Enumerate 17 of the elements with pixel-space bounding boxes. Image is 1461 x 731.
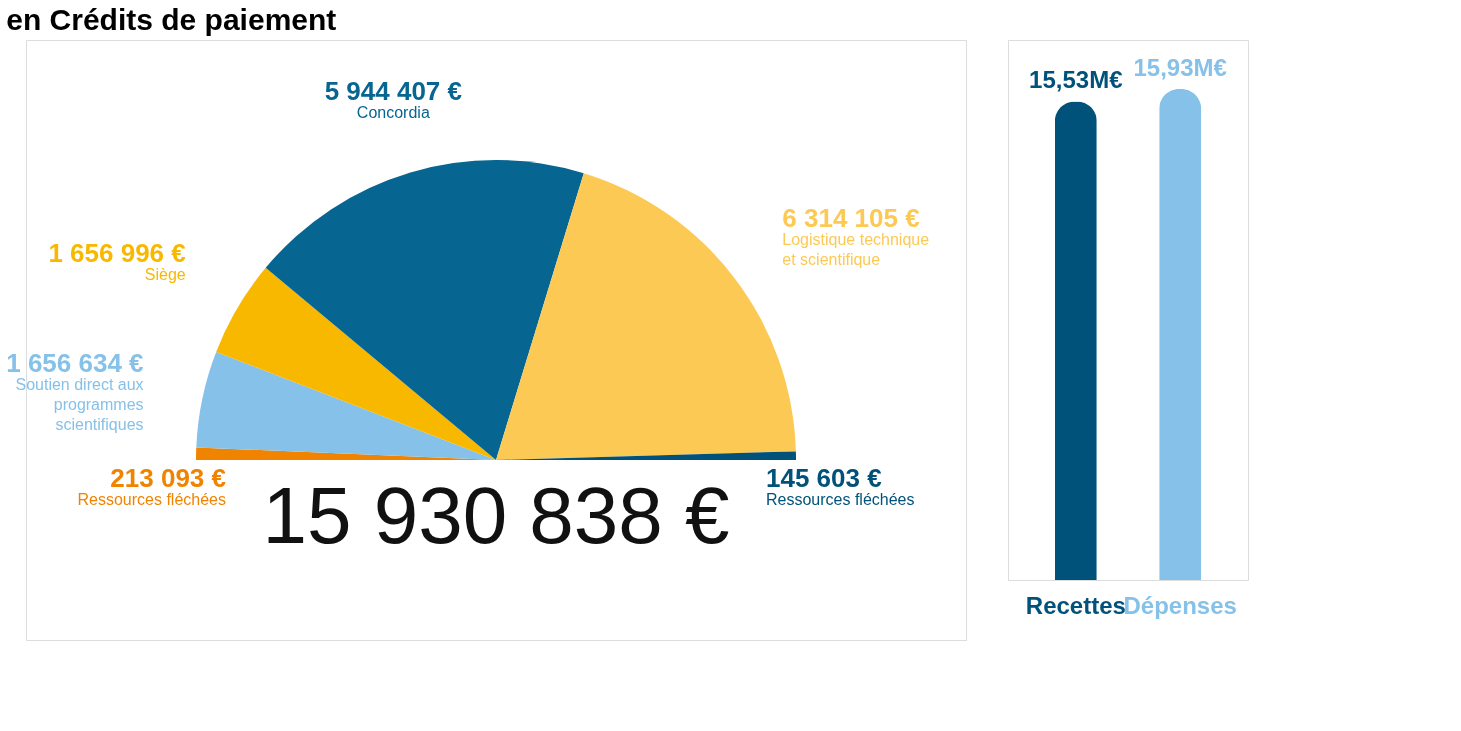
slice-label: Logistique technique et scientifique	[782, 230, 930, 268]
slice-label: Soutien direct aux programmes scientifiques	[15, 375, 144, 433]
data-label: 1 656 634 €	[6, 347, 144, 378]
data-label: 6 314 105 €	[782, 202, 920, 233]
data-label: 15,93M€	[1133, 54, 1227, 82]
data-label: 5 944 407 €	[324, 75, 463, 106]
text: 15 930 838 €	[262, 471, 730, 560]
slice-label: Concordia	[356, 103, 430, 121]
data-label: 145 603 €	[766, 463, 882, 493]
data-label: 15,53M€	[1029, 66, 1123, 94]
slice-label: Ressources fléchées	[77, 491, 226, 508]
data-label: 1 656 996 €	[48, 238, 186, 269]
slice-label: Siège	[144, 266, 186, 284]
slice-label: Ressources fléchées	[766, 491, 915, 508]
chart-title: en Crédits de paiement	[6, 3, 337, 36]
x-tick-label: Recettes	[1025, 591, 1126, 619]
data-label: 213 093 €	[110, 463, 226, 493]
